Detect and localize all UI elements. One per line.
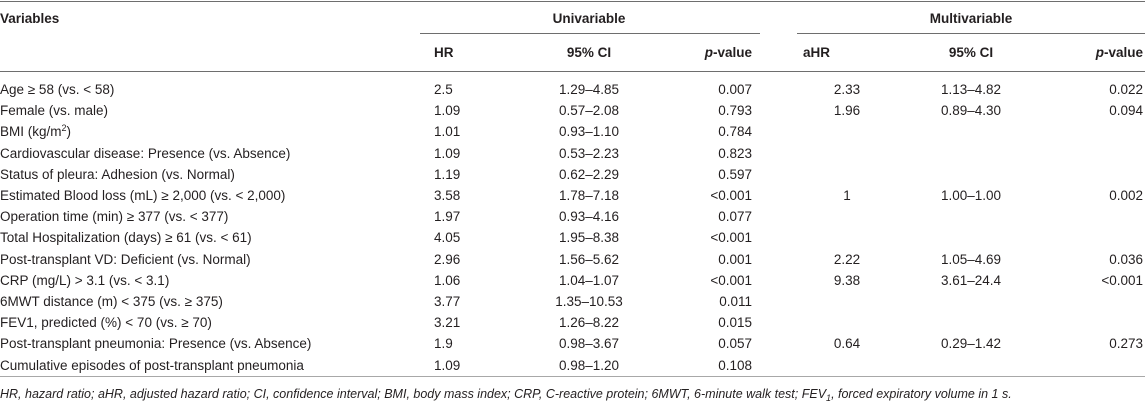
header-variables: Variables	[0, 11, 60, 26]
ahr-cell: 1	[843, 188, 851, 203]
row-label: Estimated Blood loss (mL) ≥ 2,000 (vs. <…	[0, 188, 286, 203]
hr-cell: 1.09	[434, 358, 461, 373]
hr-cell: 3.58	[434, 188, 461, 203]
ahr-cell: 1.96	[833, 103, 861, 118]
apvalue-cell: 0.094	[1109, 103, 1143, 118]
pvalue-cell: 0.823	[718, 146, 752, 161]
aci-cell: 3.61–24.4	[940, 273, 1002, 288]
apvalue-cell: 0.002	[1109, 188, 1143, 203]
hr-cell: 4.05	[434, 230, 461, 245]
aci-cell: 1.05–4.69	[940, 252, 1002, 267]
header-rule	[0, 71, 1145, 72]
ci-cell: 1.78–7.18	[558, 188, 620, 203]
ci-cell: 1.04–1.07	[558, 273, 620, 288]
footnote: HR, hazard ratio; aHR, adjusted hazard r…	[0, 387, 1012, 403]
row-label: Female (vs. male)	[0, 103, 109, 118]
aci-cell: 0.89–4.30	[940, 103, 1002, 118]
pvalue-cell: 0.015	[718, 315, 752, 330]
hr-cell: 1.09	[434, 146, 461, 161]
hr-cell: 2.96	[434, 252, 461, 267]
row-label: 6MWT distance (m) < 375 (vs. ≥ 375)	[0, 294, 223, 309]
aci-cell: 1.13–4.82	[940, 82, 1002, 97]
apvalue-cell: <0.001	[1101, 273, 1143, 288]
ci-cell: 1.29–4.85	[558, 82, 620, 97]
header-univariable: Univariable	[552, 11, 626, 26]
pvalue-cell: 0.108	[718, 358, 752, 373]
hr-cell: 1.06	[434, 273, 461, 288]
hr-cell: 3.77	[434, 294, 461, 309]
hr-cell: 1.9	[434, 336, 453, 351]
row-label: Post-transplant VD: Deficient (vs. Norma…	[0, 252, 251, 267]
ci-cell: 0.53–2.23	[558, 146, 620, 161]
row-label: Post-transplant pneumonia: Presence (vs.…	[0, 336, 312, 351]
hr-cell: 1.19	[434, 167, 461, 182]
header-hr: HR	[434, 45, 454, 60]
pvalue-cell: <0.001	[710, 273, 752, 288]
aci-cell: 1.00–1.00	[940, 188, 1002, 203]
row-label: FEV1, predicted (%) < 70 (vs. ≥ 70)	[0, 315, 212, 330]
header-ci-univariable: 95% CI	[566, 45, 612, 60]
ci-cell: 0.98–1.20	[558, 358, 620, 373]
apvalue-cell: 0.036	[1109, 252, 1143, 267]
row-label: Total Hospitalization (days) ≥ 61 (vs. <…	[0, 230, 252, 245]
ci-cell: 0.62–2.29	[558, 167, 620, 182]
pvalue-cell: 0.057	[718, 336, 752, 351]
header-ci-multivariable: 95% CI	[948, 45, 994, 60]
row-label: BMI (kg/m2)	[0, 123, 72, 140]
ahr-cell: 2.22	[833, 252, 861, 267]
row-label: CRP (mg/L) > 3.1 (vs. < 3.1)	[0, 273, 170, 288]
pvalue-cell: 0.011	[719, 294, 752, 309]
ci-cell: 0.93–4.16	[558, 209, 620, 224]
row-label: Status of pleura: Adhesion (vs. Normal)	[0, 167, 235, 182]
univariable-underline	[420, 33, 760, 34]
hr-cell: 1.01	[434, 124, 461, 139]
multivariable-underline	[797, 33, 1145, 34]
row-label: Operation time (min) ≥ 377 (vs. < 377)	[0, 209, 229, 224]
ci-cell: 0.57–2.08	[558, 103, 620, 118]
row-label: Age ≥ 58 (vs. < 58)	[0, 82, 115, 97]
pvalue-cell: 0.793	[718, 103, 752, 118]
ci-cell: 1.95–8.38	[558, 230, 620, 245]
row-label: Cardiovascular disease: Presence (vs. Ab…	[0, 146, 291, 161]
ci-cell: 1.26–8.22	[558, 315, 620, 330]
aci-cell: 0.29–1.42	[940, 336, 1002, 351]
ci-cell: 0.93–1.10	[558, 124, 620, 139]
ahr-cell: 2.33	[833, 82, 861, 97]
header-ahr: aHR	[803, 45, 831, 60]
row-label: Cumulative episodes of post-transplant p…	[0, 358, 304, 373]
ci-cell: 1.35–10.53	[555, 294, 623, 309]
hr-cell: 1.09	[434, 103, 461, 118]
top-rule	[0, 1, 1145, 2]
bottom-rule	[0, 376, 1145, 377]
pvalue-cell: 0.077	[718, 209, 752, 224]
pvalue-cell: <0.001	[710, 230, 752, 245]
hr-cell: 1.97	[434, 209, 461, 224]
ci-cell: 1.56–5.62	[558, 252, 620, 267]
header-pvalue-univariable: p-value	[704, 45, 752, 60]
pvalue-cell: 0.007	[718, 82, 752, 97]
ahr-cell: 9.38	[833, 273, 861, 288]
apvalue-cell: 0.273	[1109, 336, 1143, 351]
apvalue-cell: 0.022	[1109, 82, 1143, 97]
header-multivariable: Multivariable	[929, 11, 1013, 26]
ahr-cell: 0.64	[833, 336, 861, 351]
header-pvalue-multivariable: p-value	[1095, 45, 1143, 60]
hr-cell: 2.5	[434, 82, 453, 97]
pvalue-cell: 0.001	[718, 252, 752, 267]
pvalue-cell: 0.597	[718, 167, 752, 182]
pvalue-cell: <0.001	[710, 188, 752, 203]
hr-cell: 3.21	[434, 315, 461, 330]
pvalue-cell: 0.784	[718, 124, 752, 139]
ci-cell: 0.98–3.67	[558, 336, 620, 351]
